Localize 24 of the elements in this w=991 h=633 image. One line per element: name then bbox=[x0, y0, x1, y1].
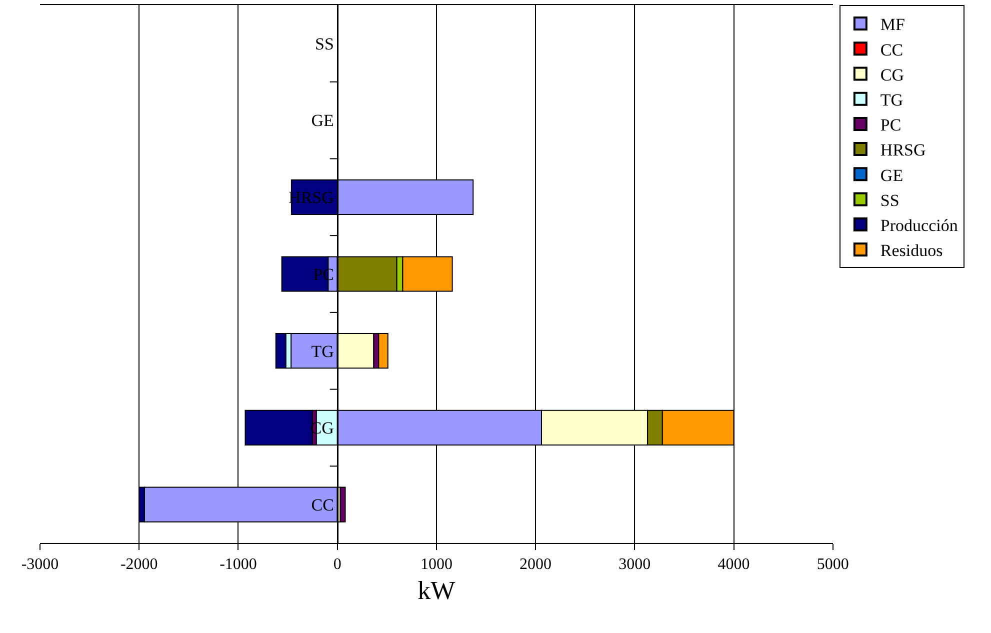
legend-label: CG bbox=[880, 65, 904, 84]
x-tick-label: -3000 bbox=[21, 556, 59, 574]
x-tick-label: 5000 bbox=[816, 556, 849, 574]
x-tick-label: -1000 bbox=[220, 556, 257, 574]
x-tick-label: 1000 bbox=[420, 556, 452, 574]
x-tick-label: -2000 bbox=[120, 556, 158, 574]
x-tick-label: 0 bbox=[333, 556, 342, 574]
legend-label: MF bbox=[880, 15, 906, 34]
legend-label: TG bbox=[880, 90, 904, 110]
y-tick-label: SS bbox=[315, 34, 334, 54]
x-tick-label: 3000 bbox=[618, 556, 651, 574]
x-tick-label: 4000 bbox=[718, 556, 750, 574]
legend-label: PC bbox=[880, 116, 902, 135]
legend-label: CC bbox=[880, 40, 904, 60]
y-tick-label: TG bbox=[311, 342, 334, 361]
legend-label: SS bbox=[880, 190, 900, 210]
legend-label: Producción bbox=[880, 216, 958, 235]
y-tick-label: GE bbox=[311, 111, 334, 130]
legend-label: GE bbox=[880, 166, 904, 185]
x-axis-title: kW bbox=[418, 576, 456, 605]
y-tick-label: CC bbox=[311, 496, 334, 515]
legend-label: Residuos bbox=[880, 241, 943, 260]
legend-label: HRSG bbox=[880, 140, 926, 160]
x-tick-label: 2000 bbox=[520, 556, 552, 574]
